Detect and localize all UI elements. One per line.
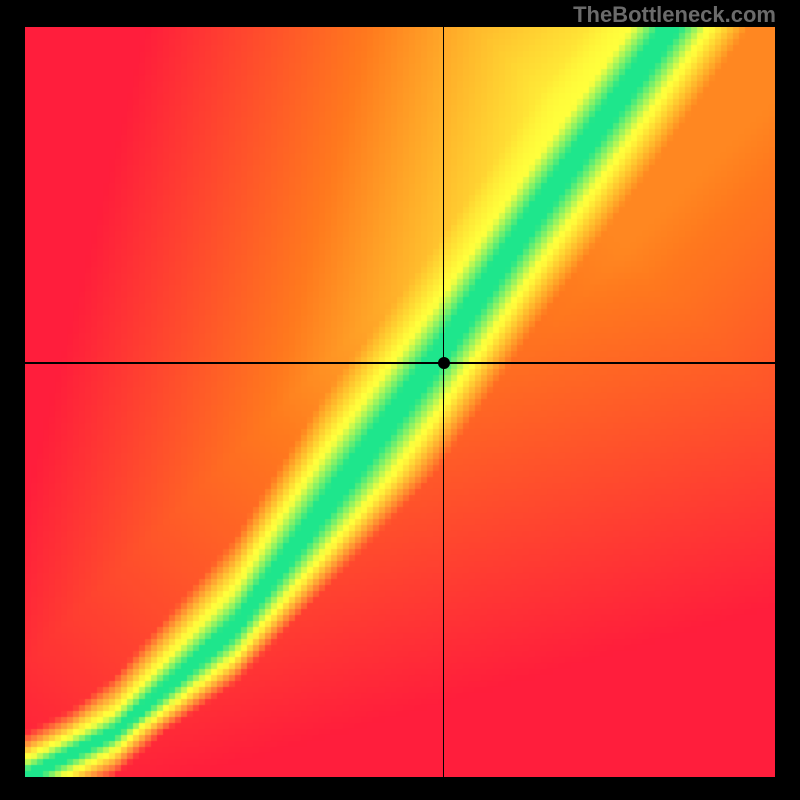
marker-dot xyxy=(438,357,450,369)
crosshair-vertical xyxy=(443,27,444,777)
crosshair-horizontal xyxy=(25,362,775,363)
heatmap-plot xyxy=(25,27,775,777)
watermark-text: TheBottleneck.com xyxy=(573,2,776,28)
heatmap-canvas xyxy=(25,27,775,777)
